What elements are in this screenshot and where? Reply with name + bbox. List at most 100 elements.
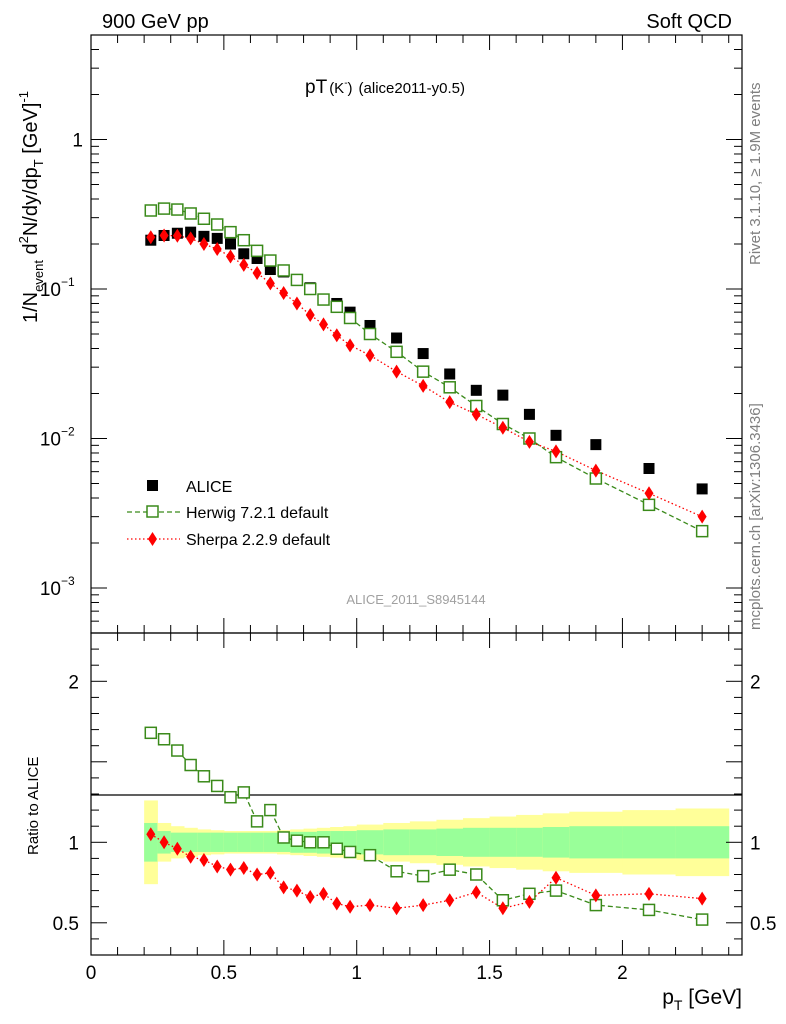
y-tick-label: 10	[40, 429, 61, 450]
herwig-ratio-point	[250, 815, 264, 828]
herwig-point	[317, 293, 330, 306]
herwig-ratio-point	[470, 868, 483, 881]
alice-point	[523, 408, 535, 420]
sherpa-ratio-point	[365, 898, 375, 913]
inner-band	[409, 829, 437, 856]
herwig-point	[290, 273, 304, 287]
mcplots-label: mcplots.cern.ch [arXiv:1306.3436]	[747, 403, 764, 630]
herwig-point	[343, 311, 357, 325]
sherpa-ratio-point	[644, 886, 654, 901]
title-tag: (alice2011-y0.5)	[359, 80, 465, 97]
title-particle: (K	[329, 80, 344, 97]
sherpa-ratio-point	[199, 853, 209, 868]
inner-band	[569, 826, 623, 859]
herwig-point	[642, 498, 656, 512]
sherpa-ratio-point	[305, 890, 315, 905]
herwig-point	[184, 207, 197, 220]
sherpa-ratio-point	[292, 883, 302, 898]
herwig-ratio-point	[549, 884, 563, 897]
title-particle-close: )	[348, 80, 353, 97]
inner-band	[622, 826, 677, 859]
sherpa-ratio-point	[498, 901, 508, 916]
sherpa-ratio-point	[265, 865, 275, 880]
inner-band	[516, 827, 544, 857]
herwig-ratio-point	[237, 786, 251, 799]
legend-label-sherpa: Sherpa 2.2.9 default	[186, 532, 331, 549]
lower-axis-ticks: 2 2 1 1 0.5 0.5 0 0.5 1 1.5 2	[53, 632, 776, 984]
upper-series-layer	[144, 202, 709, 538]
x-tick-label: 0	[86, 963, 97, 984]
ratio-y-tick-label: 0.5	[53, 914, 79, 935]
herwig-ratio-point	[330, 842, 344, 855]
sherpa-ratio-point	[252, 867, 262, 882]
sherpa-point	[498, 420, 508, 435]
sherpa-point	[418, 378, 428, 393]
sherpa-ratio-point	[186, 849, 196, 864]
herwig-ratio-point	[443, 863, 456, 876]
y-tick-label: 1	[72, 130, 83, 151]
inner-band	[489, 827, 517, 857]
sherpa-point	[265, 276, 275, 291]
herwig-ratio-point	[416, 869, 430, 883]
sherpa-point	[345, 338, 355, 353]
sherpa-ratio-line	[150, 833, 703, 909]
legend-marker-herwig	[146, 505, 159, 518]
sherpa-ratio-point	[332, 896, 342, 911]
rivet-label: Rivet 3.1.10, ≥ 1.9M events	[747, 83, 764, 266]
herwig-ratio-point	[157, 733, 171, 746]
x-tick-label: 0.5	[211, 963, 237, 984]
alice-point	[225, 238, 236, 250]
herwig-ratio-point	[343, 845, 357, 859]
herwig-point	[443, 381, 456, 394]
herwig-point	[250, 244, 264, 258]
alice-point	[497, 389, 509, 401]
herwig-ratio-point	[642, 903, 656, 917]
herwig-ratio-point	[290, 834, 304, 847]
sherpa-point	[319, 317, 328, 332]
sherpa-point	[392, 364, 402, 379]
inner-band	[250, 832, 265, 852]
alice-point	[444, 368, 456, 380]
sherpa-ratio-point	[471, 885, 481, 900]
ratio-y-tick-label: 1	[68, 833, 79, 854]
alice-point	[417, 348, 429, 360]
sherpa-ratio-point	[591, 888, 601, 903]
inner-band	[542, 827, 570, 858]
sherpa-ratio-point	[697, 891, 707, 906]
lower-series-layer	[144, 726, 709, 926]
herwig-ratio-point	[184, 758, 197, 772]
herwig-point	[171, 203, 184, 216]
herwig-point	[237, 233, 251, 247]
sherpa-ratio-point	[279, 880, 289, 895]
sherpa-ratio-point	[392, 901, 402, 916]
x-tick-label: 1	[351, 963, 362, 984]
herwig-point	[210, 218, 224, 231]
y-tick-label: 10	[40, 579, 61, 600]
plot-title: pT (K-) (alice2011-y0.5)	[305, 77, 465, 98]
sherpa-point	[186, 231, 196, 246]
ratio-y-tick-label-right: 2	[750, 672, 761, 693]
inner-band	[197, 832, 212, 852]
herwig-ratio-point	[197, 770, 211, 783]
alice-point	[198, 230, 210, 242]
sherpa-point	[305, 307, 315, 322]
sherpa-ratio-point	[172, 841, 182, 856]
x-axis-label: pT [GeV]	[662, 986, 742, 1013]
analysis-watermark: ALICE_2011_S8945144	[346, 592, 485, 607]
sherpa-point	[332, 328, 342, 343]
x-tick-label: 1.5	[476, 963, 502, 984]
sherpa-point	[239, 257, 249, 272]
sherpa-ratio-point	[524, 894, 534, 909]
sherpa-ratio-point	[551, 870, 561, 885]
sherpa-point	[551, 444, 561, 459]
herwig-point	[144, 204, 158, 217]
sherpa-point	[697, 509, 707, 524]
ratio-y-tick-label-right: 1	[750, 833, 761, 854]
herwig-ratio-point	[264, 803, 277, 817]
inner-band	[436, 828, 464, 856]
sherpa-point	[279, 286, 289, 301]
sherpa-point	[365, 348, 375, 363]
herwig-point	[390, 345, 403, 359]
sherpa-ratio-point	[212, 859, 222, 874]
header-left: 900 GeV pp	[102, 11, 209, 33]
